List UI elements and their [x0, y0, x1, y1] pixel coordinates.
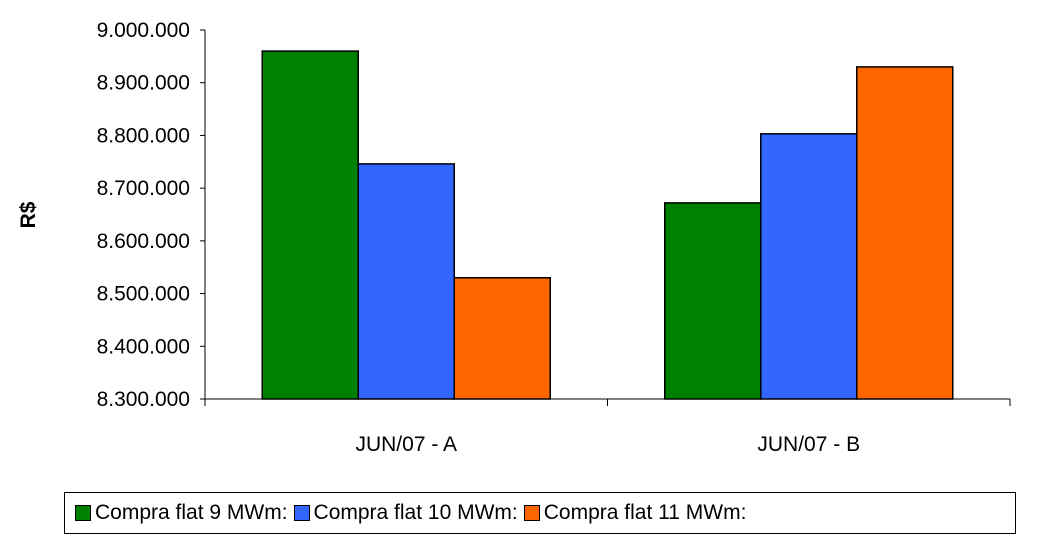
- legend-label: Compra flat 10 MWm:: [313, 501, 518, 524]
- legend: Compra flat 9 MWm: Compra flat 10 MWm: Com…: [64, 492, 1016, 534]
- legend-swatch: [293, 505, 310, 521]
- y-tick-label: 8.600.000: [97, 230, 190, 253]
- legend-label: Compra flat 11 MWm:: [543, 501, 747, 524]
- x-tick-label: JUN/07 - B: [757, 433, 860, 456]
- legend-item: Compra flat 9 MWm:: [75, 501, 288, 525]
- bar: [357, 163, 455, 400]
- bar: [261, 50, 359, 400]
- y-tick-label: 9.000.000: [97, 19, 190, 42]
- legend-swatch: [523, 505, 540, 521]
- bar: [760, 133, 858, 400]
- legend-swatch: [75, 505, 91, 521]
- y-tick-label: 8.700.000: [97, 177, 190, 200]
- y-axis-ticks: 8.300.000 8.400.000 8.500.000 8.600.000 8.70…: [97, 19, 205, 411]
- bar: [856, 66, 954, 400]
- bars: [261, 50, 954, 400]
- y-tick-label: 8.300.000: [97, 388, 190, 411]
- y-tick-label: 8.800.000: [97, 124, 190, 147]
- legend-item: Compra flat 11 MWm:: [523, 501, 747, 525]
- bar: [664, 202, 762, 400]
- y-tick-label: 8.500.000: [97, 283, 190, 306]
- x-axis: JUN/07 - A JUN/07 - B: [204, 30, 1011, 456]
- legend-item: Compra flat 10 MWm:: [293, 501, 518, 525]
- x-tick-label: JUN/07 - A: [355, 433, 457, 456]
- bar: [453, 277, 551, 400]
- y-axis-title: R$: [17, 201, 40, 228]
- y-tick-label: 8.900.000: [97, 72, 190, 95]
- y-tick-label: 8.400.000: [97, 335, 190, 358]
- legend-label: Compra flat 9 MWm:: [95, 501, 288, 524]
